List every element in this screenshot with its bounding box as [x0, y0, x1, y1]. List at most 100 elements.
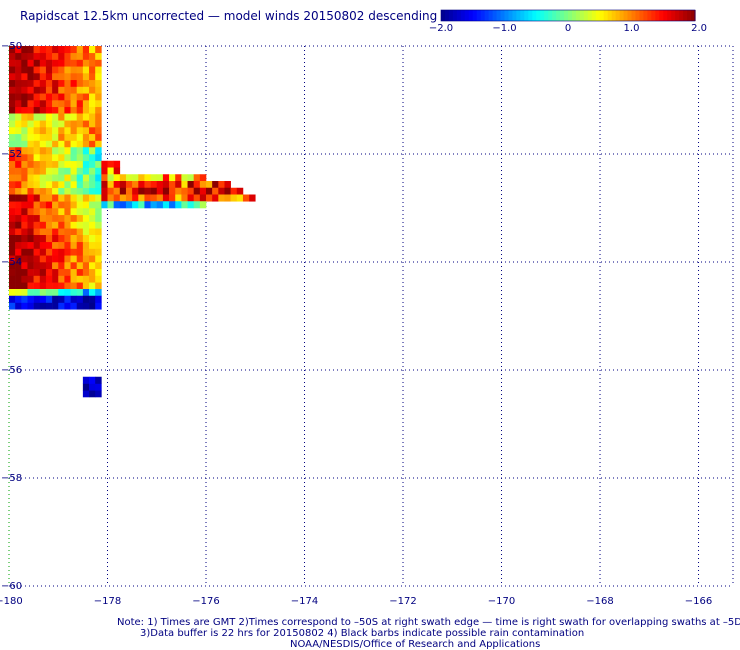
heatmap-cell [27, 262, 34, 270]
heatmap-cell [45, 214, 53, 222]
heatmap-cell [70, 140, 78, 148]
heatmap-cell [70, 66, 78, 74]
heatmap-cell [212, 181, 219, 189]
heatmap-cell [95, 66, 102, 74]
heatmap-cell [89, 241, 96, 249]
heatmap-cell [33, 73, 41, 81]
heatmap-cell [89, 289, 96, 297]
heatmap-cell [76, 86, 84, 94]
heatmap-cell [82, 167, 90, 175]
heatmap-cell [76, 248, 84, 256]
heatmap-cell [95, 86, 102, 94]
heatmap-cell [82, 147, 90, 155]
heatmap-cell [33, 248, 41, 256]
heatmap-cell [107, 160, 114, 168]
heatmap-cell [45, 295, 53, 303]
heatmap-cell [89, 147, 96, 155]
colorbar-segment [607, 10, 613, 21]
heatmap-cell [76, 181, 84, 189]
heatmap-cell [89, 73, 96, 81]
colorbar-tick-label: −1.0 [492, 23, 516, 34]
heatmap-cell [21, 79, 28, 87]
heatmap-cell [89, 268, 96, 276]
heatmap-cell [9, 208, 16, 216]
heatmap-cell [70, 113, 78, 121]
heatmap-cell [21, 73, 28, 81]
heatmap-cell [150, 181, 158, 189]
heatmap-cell [95, 268, 102, 276]
heatmap-cell [95, 302, 102, 310]
heatmap-cell [33, 86, 41, 94]
heatmap-cell [33, 268, 41, 276]
heatmap-cell [101, 201, 108, 209]
heatmap-cell [113, 174, 121, 182]
heatmap-cell [39, 154, 47, 162]
heatmap-cell [33, 59, 41, 67]
heatmap-cell [45, 181, 53, 189]
heatmap-cell [138, 194, 145, 202]
heatmap-cell [33, 174, 41, 182]
heatmap-cell [89, 167, 96, 175]
heatmap-cell [89, 52, 96, 60]
heatmap-cell [64, 160, 71, 168]
heatmap-cell [9, 181, 16, 189]
heatmap-cell [9, 140, 16, 148]
heatmap-cell [58, 46, 65, 54]
heatmap-cell [9, 133, 16, 141]
heatmap-cell [107, 167, 114, 175]
heatmap-cell [45, 194, 53, 202]
heatmap-cell [76, 201, 84, 209]
heatmap-cell [9, 255, 16, 263]
heatmap-cell [52, 52, 59, 60]
heatmap-cell [113, 160, 121, 168]
heatmap-cell [15, 248, 22, 256]
heatmap-cell [33, 275, 41, 283]
heatmap-cell [58, 127, 65, 135]
footnote-line-3: NOAA/NESDIS/Office of Research and Appli… [290, 639, 541, 650]
heatmap-cell [52, 275, 59, 283]
heatmap-cell [15, 181, 22, 189]
heatmap-cell [82, 93, 90, 101]
heatmap-cell [64, 113, 71, 121]
heatmap-cell [95, 194, 102, 202]
heatmap-cell [27, 289, 34, 297]
heatmap-cell [9, 66, 16, 74]
heatmap-cell [9, 52, 16, 60]
heatmap-cell [45, 275, 53, 283]
colorbar-segment [488, 10, 494, 21]
heatmap-cell [82, 113, 90, 121]
heatmap-cell [9, 160, 16, 168]
heatmap-cell [15, 133, 22, 141]
heatmap-cell [76, 79, 84, 87]
heatmap-cell [212, 194, 219, 202]
heatmap-cell [64, 66, 71, 74]
heatmap-cell [70, 59, 78, 67]
heatmap-cell [33, 66, 41, 74]
colorbar-segment [492, 10, 498, 21]
heatmap-cell [58, 73, 65, 81]
heatmap-cell [82, 221, 90, 229]
heatmap-cell [82, 201, 90, 209]
heatmap-cell [39, 208, 47, 216]
heatmap-cell [15, 154, 22, 162]
heatmap-cell [52, 235, 59, 243]
heatmap-cell [89, 376, 96, 384]
heatmap-cell [39, 59, 47, 67]
heatmap-cell [9, 282, 16, 290]
heatmap-cell [125, 187, 133, 195]
x-tick-label: −172 [389, 596, 416, 607]
heatmap-cell [89, 262, 96, 270]
heatmap-cell [58, 221, 65, 229]
heatmap-cell [193, 194, 201, 202]
heatmap-cell [27, 228, 34, 236]
heatmap-cell [187, 201, 194, 209]
heatmap-cell [89, 194, 96, 202]
heatmap-cell [82, 302, 90, 310]
heatmap-cell [39, 235, 47, 243]
heatmap-cell [27, 187, 34, 195]
heatmap-cell [125, 194, 133, 202]
colorbar-segment [520, 10, 525, 21]
heatmap-cell [89, 100, 96, 108]
heatmap-cell [89, 181, 96, 189]
